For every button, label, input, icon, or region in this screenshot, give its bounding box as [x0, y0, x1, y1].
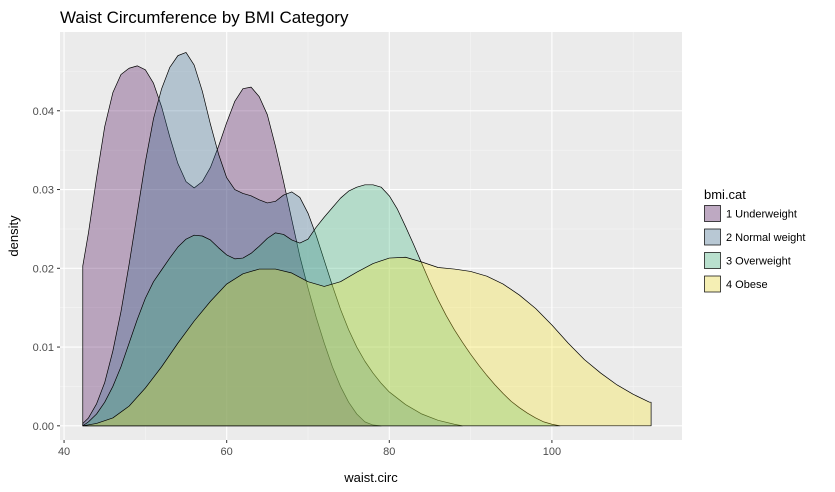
y-axis-title: density: [6, 215, 21, 257]
y-tick-label: 0.00: [33, 421, 54, 433]
minor-gridlines: [60, 32, 682, 440]
legend-key-background: [704, 252, 721, 269]
x-tick-label: 100: [543, 446, 561, 458]
density-area-3: [82, 184, 561, 427]
legend-key-background: [704, 228, 721, 246]
density-area-2: [82, 52, 463, 427]
density-area-1: [82, 65, 382, 427]
y-tick-label: 0.03: [33, 185, 54, 197]
legend-key-2: [704, 228, 721, 246]
legend-label-3: 3 Overweight: [726, 256, 791, 268]
y-tick-label: 0.04: [33, 106, 54, 118]
x-axis-title: waist.circ: [343, 470, 398, 485]
x-tick-label: 40: [58, 446, 70, 458]
legend-key-background: [704, 205, 721, 222]
y-axis: 0.00 0.01 0.02 0.03 0.04: [33, 106, 60, 433]
density-area-4: [82, 256, 652, 427]
legend-label-1: 1 Underweight: [726, 209, 797, 221]
plot-panel: [60, 32, 682, 440]
major-gridlines: [60, 32, 682, 440]
y-tick-label: 0.01: [33, 342, 54, 354]
legend-key-background: [704, 275, 721, 293]
x-tick-label: 80: [383, 446, 395, 458]
x-axis: 40 60 80 100: [58, 440, 561, 458]
legend-label-2: 2 Normal weight: [726, 232, 805, 244]
legend-key-4: [704, 275, 721, 293]
legend-label-4: 4 Obese: [726, 279, 768, 291]
chart-title: Waist Circumference by BMI Category: [60, 8, 349, 27]
density-areas: [82, 52, 652, 427]
legend: 1 Underweight 2 Normal weight 3 Overweight…: [704, 205, 805, 293]
legend-key-1: [704, 205, 721, 222]
y-tick-label: 0.02: [33, 263, 54, 275]
x-tick-label: 60: [221, 446, 233, 458]
legend-key-3: [704, 252, 721, 269]
legend-title: bmi.cat: [704, 187, 746, 202]
